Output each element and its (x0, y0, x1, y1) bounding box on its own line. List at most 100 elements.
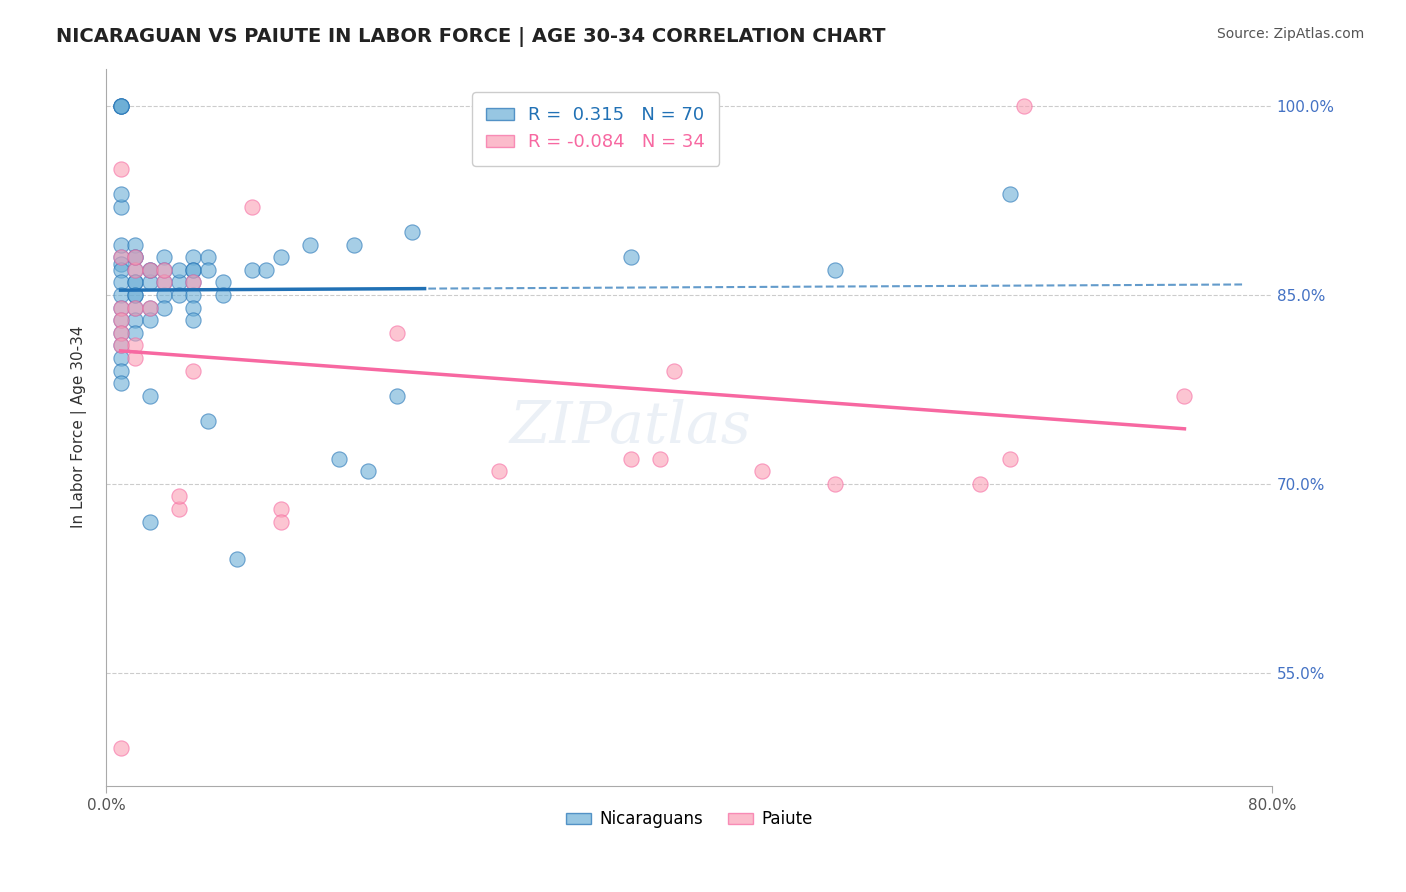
Point (270, 502, 292, 516)
Point (110, 338, 132, 352)
Point (1173, 389, 1195, 403)
Point (328, 451, 350, 466)
Point (124, 250, 146, 264)
Point (124, 288, 146, 302)
Point (110, 200, 132, 214)
Point (110, 363, 132, 377)
Point (124, 301, 146, 315)
Point (110, 313, 132, 327)
Point (124, 351, 146, 365)
Point (110, 351, 132, 365)
Point (343, 237, 366, 252)
Text: Source: ZipAtlas.com: Source: ZipAtlas.com (1216, 27, 1364, 41)
Point (124, 301, 146, 315)
Text: NICARAGUAN VS PAIUTE IN LABOR FORCE | AGE 30-34 CORRELATION CHART: NICARAGUAN VS PAIUTE IN LABOR FORCE | AG… (56, 27, 886, 46)
Point (110, 338, 132, 352)
Point (124, 326, 146, 340)
Point (183, 288, 205, 302)
Point (998, 187, 1021, 202)
Point (138, 389, 160, 403)
Point (124, 276, 146, 290)
Point (138, 313, 160, 327)
Point (183, 263, 205, 277)
Point (488, 464, 510, 478)
Point (110, 162, 132, 177)
Point (183, 276, 205, 290)
Point (197, 414, 219, 428)
Point (138, 263, 160, 277)
Legend: Nicaraguans, Paiute: Nicaraguans, Paiute (558, 804, 820, 835)
Point (138, 263, 160, 277)
Point (124, 250, 146, 264)
Point (620, 250, 643, 264)
Point (167, 288, 190, 302)
Point (254, 263, 277, 277)
Point (183, 263, 205, 277)
Point (153, 276, 176, 290)
Point (110, 99, 132, 113)
Point (387, 389, 409, 403)
Point (138, 301, 160, 315)
Point (138, 301, 160, 315)
Point (110, 99, 132, 113)
Point (664, 363, 686, 377)
Point (110, 376, 132, 390)
Point (401, 225, 423, 239)
Point (824, 263, 846, 277)
Point (183, 363, 205, 377)
Point (138, 263, 160, 277)
Point (110, 741, 132, 756)
Point (240, 200, 263, 214)
Point (270, 250, 292, 264)
Point (138, 515, 160, 529)
Point (124, 237, 146, 252)
Point (167, 502, 190, 516)
Point (183, 250, 205, 264)
Point (124, 276, 146, 290)
Point (1012, 99, 1035, 113)
Point (110, 301, 132, 315)
Point (124, 338, 146, 352)
Point (124, 313, 146, 327)
Point (387, 326, 409, 340)
Point (824, 476, 846, 491)
Point (110, 326, 132, 340)
Point (998, 451, 1021, 466)
Point (969, 476, 991, 491)
Point (110, 250, 132, 264)
Text: ZIPatlas: ZIPatlas (510, 399, 752, 456)
Y-axis label: In Labor Force | Age 30-34: In Labor Force | Age 30-34 (72, 326, 87, 528)
Point (124, 250, 146, 264)
Point (124, 288, 146, 302)
Point (110, 99, 132, 113)
Point (167, 276, 190, 290)
Point (167, 263, 190, 277)
Point (240, 263, 263, 277)
Point (110, 288, 132, 302)
Point (124, 263, 146, 277)
Point (183, 276, 205, 290)
Point (226, 552, 249, 566)
Point (153, 301, 176, 315)
Point (124, 263, 146, 277)
Point (299, 237, 322, 252)
Point (110, 326, 132, 340)
Point (110, 99, 132, 113)
Point (110, 250, 132, 264)
Point (110, 237, 132, 252)
Point (183, 301, 205, 315)
Point (138, 276, 160, 290)
Point (110, 276, 132, 290)
Point (110, 187, 132, 202)
Point (110, 263, 132, 277)
Point (110, 301, 132, 315)
Point (357, 464, 380, 478)
Point (648, 451, 671, 466)
Point (153, 263, 176, 277)
Point (183, 313, 205, 327)
Point (197, 250, 219, 264)
Point (153, 276, 176, 290)
Point (211, 288, 233, 302)
Point (197, 263, 219, 277)
Point (110, 313, 132, 327)
